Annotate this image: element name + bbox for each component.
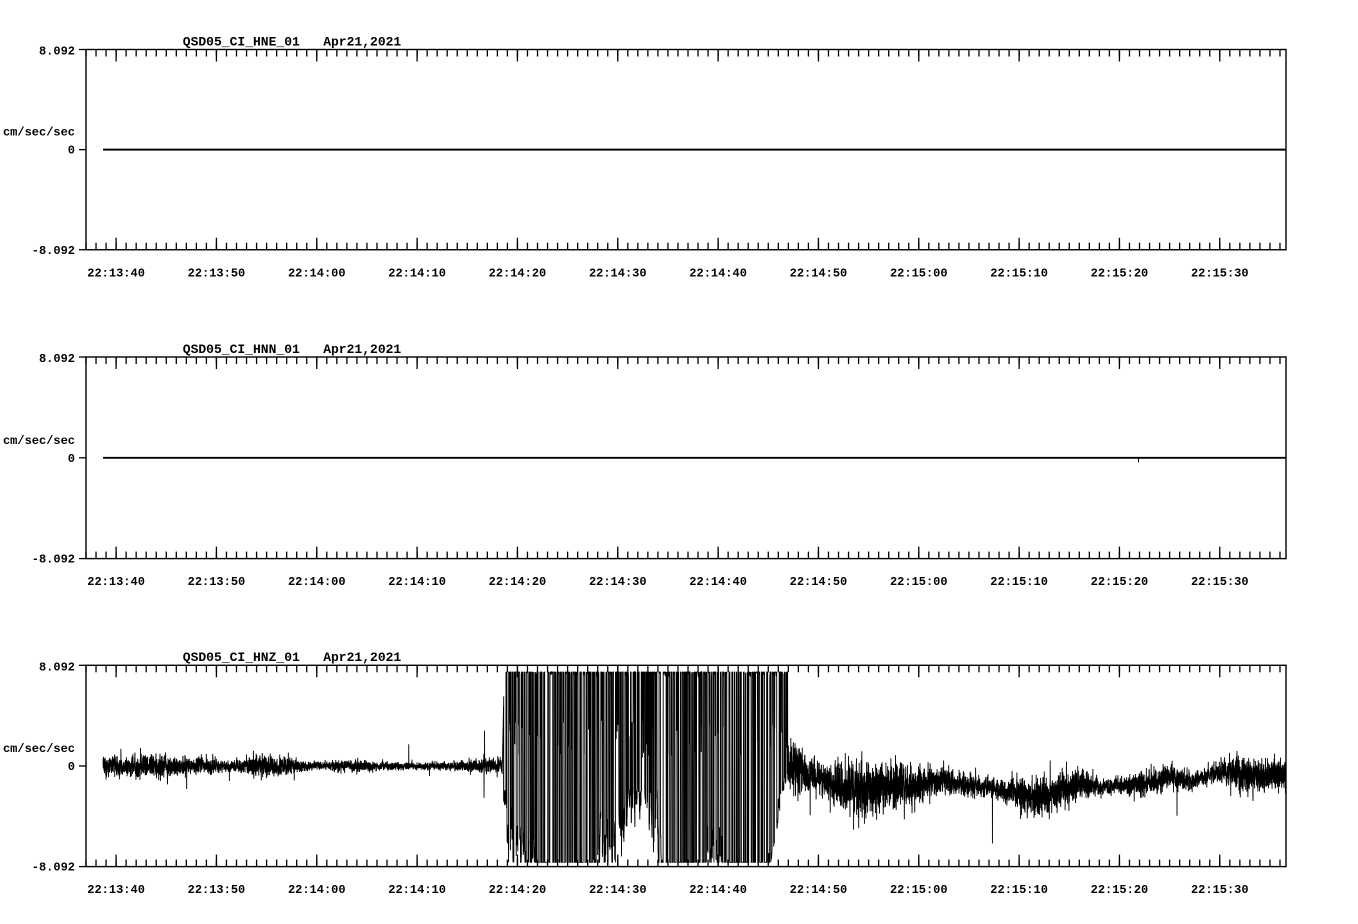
svg-text:22:15:10: 22:15:10 [990, 266, 1048, 280]
svg-text:22:14:30: 22:14:30 [589, 883, 647, 897]
svg-text:8.092: 8.092 [39, 45, 75, 59]
svg-text:QSD05_CI_HNZ_01 Apr21,2021: QSD05_CI_HNZ_01 Apr21,2021 [183, 650, 402, 665]
svg-text:22:15:30: 22:15:30 [1191, 575, 1249, 589]
svg-text:QSD05_CI_HNE_01 Apr21,2021: QSD05_CI_HNE_01 Apr21,2021 [183, 34, 402, 49]
svg-text:22:14:50: 22:14:50 [790, 266, 848, 280]
svg-text:22:13:50: 22:13:50 [188, 883, 246, 897]
svg-text:22:15:20: 22:15:20 [1091, 575, 1149, 589]
svg-text:22:14:30: 22:14:30 [589, 575, 647, 589]
svg-text:22:15:10: 22:15:10 [990, 575, 1048, 589]
svg-text:22:14:00: 22:14:00 [288, 883, 346, 897]
svg-text:22:13:40: 22:13:40 [87, 575, 145, 589]
svg-text:22:15:20: 22:15:20 [1091, 883, 1149, 897]
svg-text:0: 0 [68, 760, 75, 774]
svg-text:22:14:20: 22:14:20 [489, 575, 547, 589]
svg-text:8.092: 8.092 [39, 661, 75, 675]
svg-text:22:15:00: 22:15:00 [890, 575, 948, 589]
svg-text:-8.092: -8.092 [32, 861, 75, 875]
svg-text:22:14:00: 22:14:00 [288, 575, 346, 589]
svg-text:cm/sec/sec: cm/sec/sec [3, 126, 75, 140]
svg-text:22:13:50: 22:13:50 [188, 266, 246, 280]
svg-text:22:15:00: 22:15:00 [890, 266, 948, 280]
svg-text:22:14:10: 22:14:10 [388, 883, 446, 897]
svg-text:22:14:10: 22:14:10 [388, 575, 446, 589]
svg-text:22:14:50: 22:14:50 [790, 575, 848, 589]
svg-text:-8.092: -8.092 [32, 244, 75, 258]
svg-text:22:14:20: 22:14:20 [489, 883, 547, 897]
svg-text:22:13:40: 22:13:40 [87, 266, 145, 280]
svg-text:22:14:20: 22:14:20 [489, 266, 547, 280]
svg-text:22:15:10: 22:15:10 [990, 883, 1048, 897]
svg-text:8.092: 8.092 [39, 352, 75, 366]
svg-text:22:13:50: 22:13:50 [188, 575, 246, 589]
svg-text:cm/sec/sec: cm/sec/sec [3, 742, 75, 756]
svg-text:22:15:30: 22:15:30 [1191, 883, 1249, 897]
svg-text:22:14:40: 22:14:40 [689, 266, 747, 280]
svg-text:0: 0 [68, 144, 75, 158]
svg-text:22:14:40: 22:14:40 [689, 575, 747, 589]
svg-text:22:13:40: 22:13:40 [87, 883, 145, 897]
svg-text:22:14:40: 22:14:40 [689, 883, 747, 897]
svg-text:cm/sec/sec: cm/sec/sec [3, 434, 75, 448]
svg-text:-8.092: -8.092 [32, 553, 75, 567]
svg-text:22:15:30: 22:15:30 [1191, 266, 1249, 280]
svg-text:0: 0 [68, 452, 75, 466]
svg-text:22:14:30: 22:14:30 [589, 266, 647, 280]
svg-text:22:15:00: 22:15:00 [890, 883, 948, 897]
svg-text:22:14:00: 22:14:00 [288, 266, 346, 280]
svg-text:22:15:20: 22:15:20 [1091, 266, 1149, 280]
svg-text:22:14:50: 22:14:50 [790, 883, 848, 897]
svg-text:22:14:10: 22:14:10 [388, 266, 446, 280]
svg-text:QSD05_CI_HNN_01 Apr21,2021: QSD05_CI_HNN_01 Apr21,2021 [183, 342, 402, 357]
